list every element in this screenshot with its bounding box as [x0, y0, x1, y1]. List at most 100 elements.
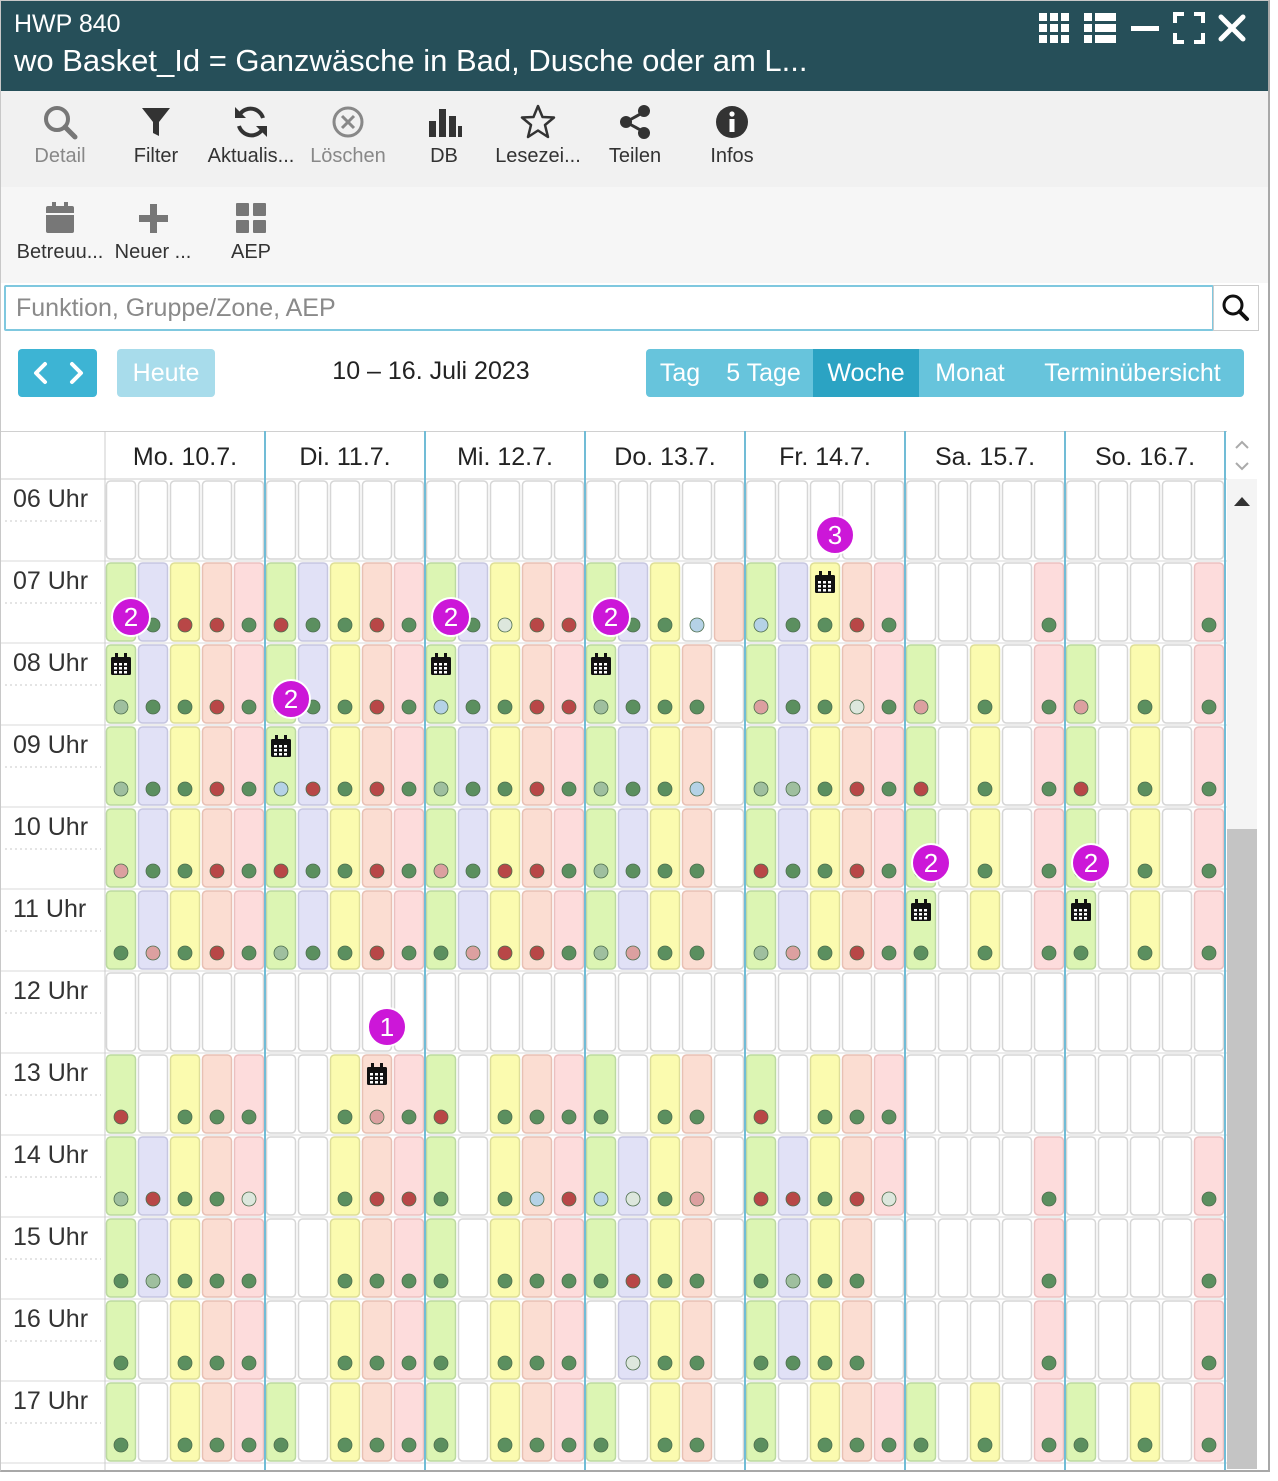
time-slot[interactable]	[777, 1218, 809, 1298]
status-dot[interactable]	[689, 699, 705, 715]
status-dot[interactable]	[561, 1355, 577, 1371]
status-dot[interactable]	[369, 1273, 385, 1289]
time-slot[interactable]	[777, 1300, 809, 1380]
time-slot[interactable]	[521, 1300, 553, 1380]
status-dot[interactable]	[849, 945, 865, 961]
time-slot[interactable]	[873, 972, 905, 1052]
time-slot[interactable]	[1001, 562, 1033, 642]
status-dot[interactable]	[1073, 1437, 1089, 1453]
time-slot[interactable]	[777, 808, 809, 888]
status-dot[interactable]	[305, 945, 321, 961]
status-dot[interactable]	[689, 1109, 705, 1125]
time-slot[interactable]	[937, 890, 969, 970]
time-slot[interactable]	[1161, 480, 1193, 560]
time-slot[interactable]	[457, 808, 489, 888]
status-dot[interactable]	[561, 781, 577, 797]
status-dot[interactable]	[337, 945, 353, 961]
status-dot[interactable]	[1041, 699, 1057, 715]
status-dot[interactable]	[625, 1355, 641, 1371]
time-slot[interactable]	[105, 1382, 137, 1462]
time-slot[interactable]	[105, 1300, 137, 1380]
status-dot[interactable]	[1041, 1273, 1057, 1289]
time-slot[interactable]	[521, 1218, 553, 1298]
status-dot[interactable]	[497, 781, 513, 797]
time-slot[interactable]	[649, 480, 681, 560]
time-slot[interactable]	[1065, 1054, 1097, 1134]
time-slot[interactable]	[1129, 808, 1161, 888]
time-slot[interactable]	[1161, 562, 1193, 642]
time-slot[interactable]	[649, 890, 681, 970]
status-dot[interactable]	[1041, 1355, 1057, 1371]
time-slot[interactable]	[137, 1054, 169, 1134]
status-dot[interactable]	[817, 945, 833, 961]
time-slot[interactable]	[201, 644, 233, 724]
status-dot[interactable]	[1041, 1191, 1057, 1207]
status-dot[interactable]	[465, 945, 481, 961]
status-dot[interactable]	[689, 617, 705, 633]
status-dot[interactable]	[145, 1273, 161, 1289]
status-dot[interactable]	[1201, 699, 1217, 715]
status-dot[interactable]	[433, 945, 449, 961]
time-slot[interactable]	[329, 644, 361, 724]
status-dot[interactable]	[753, 617, 769, 633]
status-dot[interactable]	[817, 1273, 833, 1289]
status-dot[interactable]	[593, 781, 609, 797]
time-slot[interactable]	[1129, 1218, 1161, 1298]
status-dot[interactable]	[657, 863, 673, 879]
status-dot[interactable]	[849, 863, 865, 879]
status-dot[interactable]	[689, 945, 705, 961]
time-slot[interactable]	[233, 890, 265, 970]
status-dot[interactable]	[1201, 1437, 1217, 1453]
status-dot[interactable]	[433, 1273, 449, 1289]
day-header[interactable]: Sa. 15.7.	[935, 443, 1035, 471]
status-dot[interactable]	[145, 1191, 161, 1207]
time-slot[interactable]	[393, 1136, 425, 1216]
time-slot[interactable]	[265, 890, 297, 970]
time-slot[interactable]	[329, 726, 361, 806]
time-slot[interactable]	[425, 1382, 457, 1462]
time-slot[interactable]	[585, 1218, 617, 1298]
time-slot[interactable]	[841, 644, 873, 724]
count-badge[interactable]	[815, 515, 855, 555]
status-dot[interactable]	[881, 1109, 897, 1125]
time-slot[interactable]	[777, 726, 809, 806]
refresh-button[interactable]: Aktualis...	[203, 91, 299, 171]
time-slot[interactable]	[969, 1218, 1001, 1298]
time-slot[interactable]	[169, 562, 201, 642]
status-dot[interactable]	[177, 781, 193, 797]
time-slot[interactable]	[265, 480, 297, 560]
status-dot[interactable]	[145, 863, 161, 879]
time-slot[interactable]	[937, 1300, 969, 1380]
time-slot[interactable]	[297, 1300, 329, 1380]
time-slot[interactable]	[1001, 1218, 1033, 1298]
status-dot[interactable]	[337, 1109, 353, 1125]
time-slot[interactable]	[265, 808, 297, 888]
status-dot[interactable]	[369, 1191, 385, 1207]
day-header[interactable]: Mi. 12.7.	[457, 443, 553, 471]
aep-button[interactable]: AEP	[203, 187, 299, 267]
time-slot[interactable]	[137, 1136, 169, 1216]
status-dot[interactable]	[529, 699, 545, 715]
time-slot[interactable]	[1065, 726, 1097, 806]
status-dot[interactable]	[849, 1273, 865, 1289]
time-slot[interactable]	[649, 644, 681, 724]
status-dot[interactable]	[241, 617, 257, 633]
status-dot[interactable]	[1201, 945, 1217, 961]
status-dot[interactable]	[369, 1437, 385, 1453]
time-slot[interactable]	[1065, 972, 1097, 1052]
time-slot[interactable]	[841, 562, 873, 642]
time-slot[interactable]	[1033, 726, 1065, 806]
time-slot[interactable]	[233, 972, 265, 1052]
time-slot[interactable]	[1193, 726, 1225, 806]
filter-button[interactable]: Filter	[108, 91, 204, 171]
time-slot[interactable]	[457, 480, 489, 560]
time-slot[interactable]	[969, 1382, 1001, 1462]
previous-week-button[interactable]	[20, 349, 59, 397]
time-slot[interactable]	[1065, 1300, 1097, 1380]
status-dot[interactable]	[561, 1191, 577, 1207]
status-dot[interactable]	[1137, 945, 1153, 961]
time-slot[interactable]	[1001, 1300, 1033, 1380]
status-dot[interactable]	[113, 781, 129, 797]
time-slot[interactable]	[553, 1300, 585, 1380]
status-dot[interactable]	[241, 863, 257, 879]
